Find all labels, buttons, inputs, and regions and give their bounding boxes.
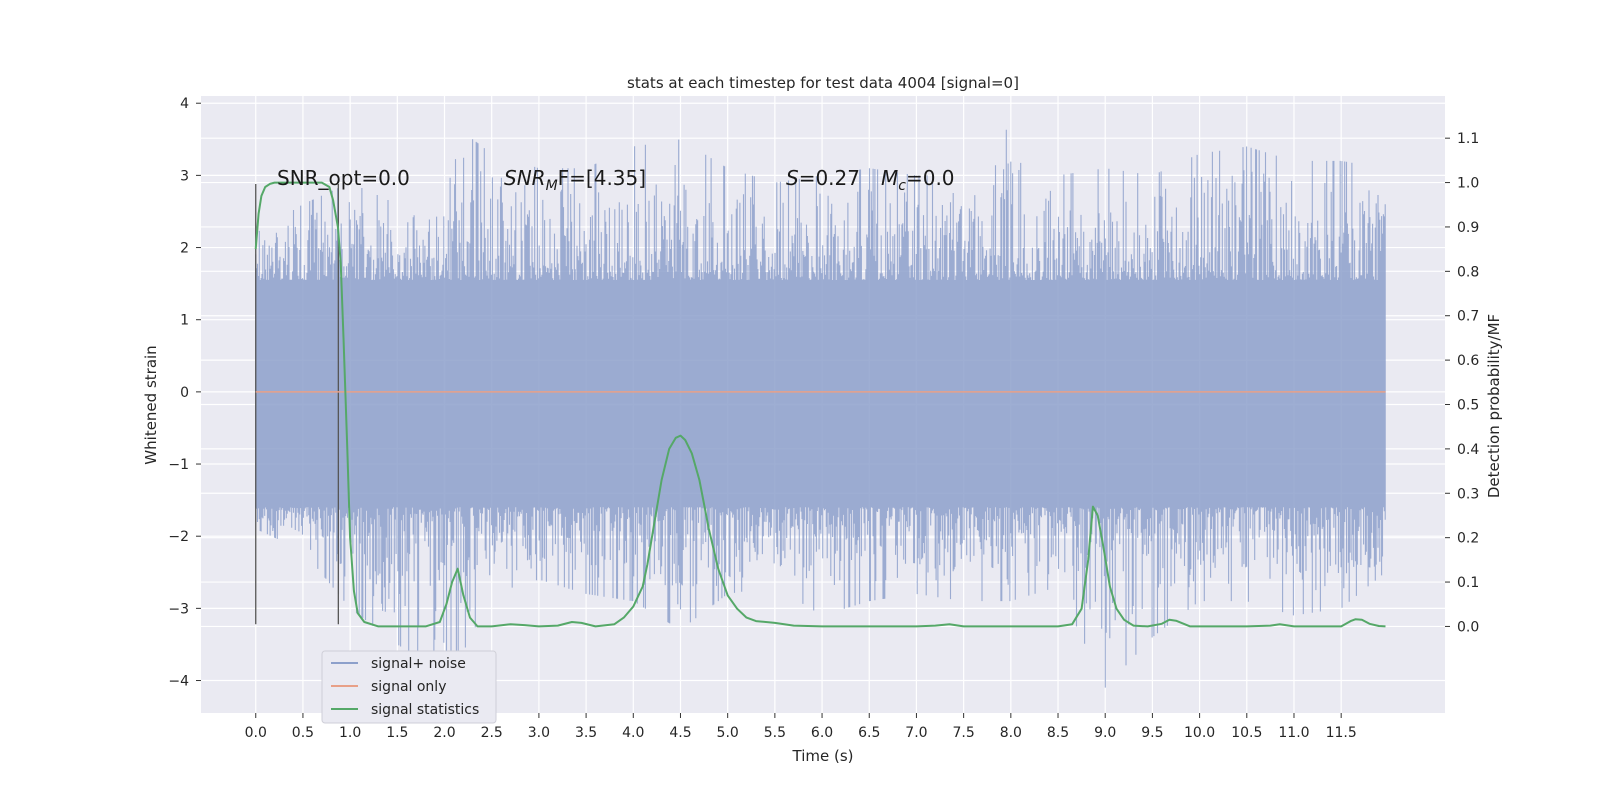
x-tick-label: 9.5 [1141,725,1163,741]
y-tick-label: 0 [180,385,189,401]
y2-axis-label: Detection probability/MF [1485,314,1503,498]
signal-statistics-line [254,181,1386,628]
x-tick-label: 5.5 [764,725,786,741]
markers [255,184,339,625]
x-tick-label: 10.0 [1184,725,1215,741]
y-tick-label: 3 [180,168,189,184]
y2-tick-label: 0.3 [1457,486,1479,502]
legend-box [321,650,497,724]
annotation-mc: Mc=0.0 [881,166,955,194]
x-tick-label: 0.0 [245,725,267,741]
y2-tick-label: 0.0 [1457,619,1479,635]
annotation-snr-mf-main: SNR [504,166,546,190]
x-tick-label: 1.0 [339,725,361,741]
y-tick-label: −1 [168,457,189,473]
y-tick-label: −3 [168,601,189,617]
legend: signal+ noise signal only signal statist… [321,650,497,724]
annotation-snr-mf-tail: F=[4.35] [558,166,646,190]
x-tick-label: 6.0 [811,725,833,741]
x-tick-label: 10.5 [1231,725,1262,741]
x-tick-label: 5.0 [717,725,739,741]
chart-title: stats at each timestep for test data 400… [627,74,1019,92]
y2-tick-label: 0.7 [1457,309,1479,325]
y-tick-label: 2 [180,241,189,257]
x-tick-label: 11.0 [1278,725,1309,741]
annotation-s-var: S [786,166,799,190]
y-axis-right: 1.1 1.0 0.9 0.8 0.7 0.6 0.5 0.4 0.3 0.2 0.1 0.0 [1445,131,1479,635]
annotation-snr-opt: SNR_opt=0.0 [277,166,410,190]
x-axis-label: Time (s) [792,747,854,765]
x-tick-label: 2.0 [433,725,455,741]
legend-label-signal-only: signal only [371,679,446,695]
x-tick-label: 7.5 [953,725,975,741]
y2-tick-label: 1.1 [1457,131,1479,147]
y-axis-label: Whitened strain [142,345,160,464]
annotation-s: S=0.27 [786,166,860,190]
y-tick-label: −4 [168,674,189,690]
x-tick-label: 8.5 [1047,725,1069,741]
legend-label-signal-statistics: signal statistics [371,702,479,718]
x-tick-label: 6.5 [858,725,880,741]
series-signal-statistics [254,181,1386,628]
x-tick-label: 3.0 [528,725,550,741]
y2-tick-label: 0.8 [1457,264,1479,280]
annotation-mc-val: =0.0 [906,166,955,190]
x-axis: 0.0 0.5 1.0 1.5 2.0 2.5 3.0 3.5 4.0 4.5 5.0 5.5 6.0 6… [245,713,1357,741]
x-tick-label: 7.0 [905,725,927,741]
x-tick-label: 0.5 [292,725,314,741]
y2-tick-label: 1.0 [1457,176,1479,192]
x-tick-label: 8.0 [1000,725,1022,741]
y-axis-left: 4 3 2 1 0 −1 −2 −3 −4 [168,96,201,690]
y2-tick-label: 0.6 [1457,353,1479,369]
y2-tick-label: 0.1 [1457,575,1479,591]
y2-tick-label: 0.2 [1457,531,1479,547]
y-tick-label: −2 [168,529,189,545]
x-tick-label: 1.5 [386,725,408,741]
annotation-mc-sub: c [898,178,906,194]
x-tick-label: 9.0 [1094,725,1116,741]
annotation-snr-mf: SNRMF=[4.35] [504,166,646,194]
y2-tick-label: 0.5 [1457,398,1479,414]
x-tick-label: 4.5 [669,725,691,741]
x-tick-label: 2.5 [481,725,503,741]
y2-tick-label: 0.9 [1457,220,1479,236]
x-tick-label: 3.5 [575,725,597,741]
x-tick-label: 4.0 [622,725,644,741]
annotation-s-val: =0.27 [799,166,860,190]
y2-tick-label: 0.4 [1457,442,1479,458]
annotation-snr-mf-sub: M [546,178,558,194]
annotation-mc-main: M [881,166,898,190]
x-tick-label: 11.5 [1326,725,1357,741]
y-tick-label: 4 [180,96,189,112]
legend-label-signal-noise: signal+ noise [371,656,466,672]
y-tick-label: 1 [180,313,189,329]
